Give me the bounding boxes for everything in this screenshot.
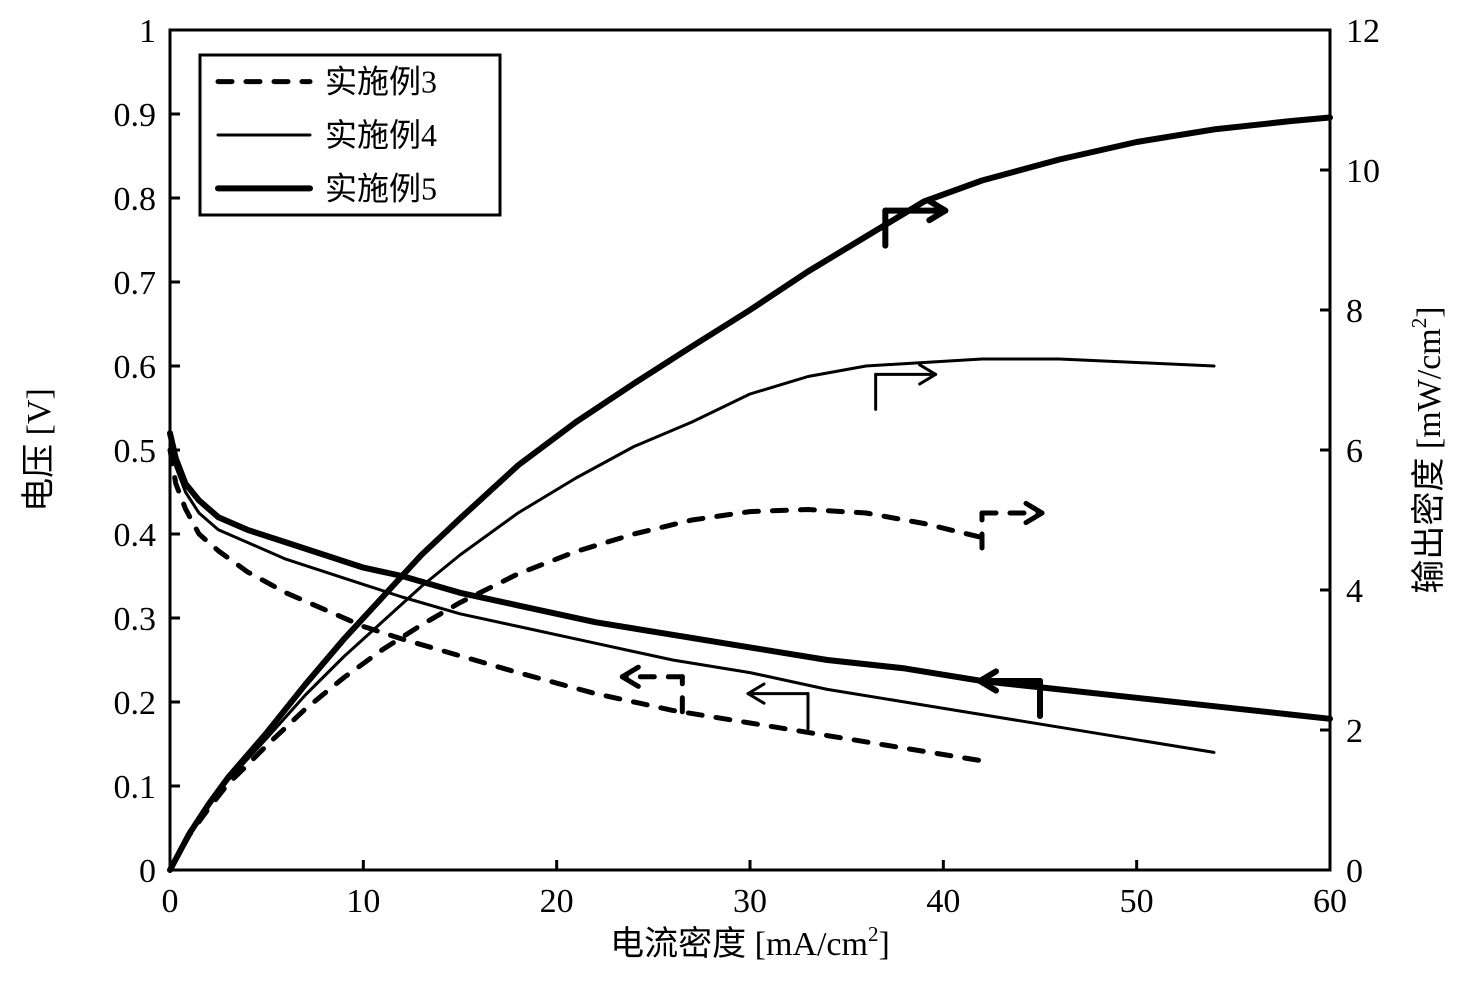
y-right-tick-label: 2 (1346, 713, 1363, 750)
y-right-tick-label: 0 (1346, 853, 1363, 890)
legend-label-ex4: 实施例4 (325, 117, 437, 153)
y-right-tick-label: 4 (1346, 573, 1363, 610)
y-left-tick-label: 0 (139, 853, 156, 890)
y-right-tick-label: 12 (1346, 13, 1380, 50)
y-left-axis-label: 电压 [V] (20, 388, 58, 512)
x-tick-label: 0 (162, 883, 179, 920)
x-tick-label: 50 (1120, 883, 1154, 920)
y-left-tick-label: 0.1 (114, 769, 157, 806)
x-tick-label: 20 (540, 883, 574, 920)
x-axis-label: 电流密度 [mA/cm2] (610, 922, 890, 963)
y-left-tick-label: 1 (139, 13, 156, 50)
y-left-tick-label: 0.5 (114, 433, 157, 470)
x-tick-label: 10 (346, 883, 380, 920)
y-right-tick-label: 10 (1346, 153, 1380, 190)
y-left-tick-label: 0.9 (114, 97, 157, 134)
chart-svg: 0102030405060电流密度 [mA/cm2]00.10.20.30.40… (0, 0, 1481, 984)
y-left-tick-label: 0.4 (114, 517, 157, 554)
y-left-tick-label: 0.7 (114, 265, 157, 302)
y-right-tick-label: 6 (1346, 433, 1363, 470)
legend-label-ex3: 实施例3 (325, 64, 437, 100)
chart-container: 0102030405060电流密度 [mA/cm2]00.10.20.30.40… (0, 0, 1481, 984)
y-left-tick-label: 0.3 (114, 601, 157, 638)
y-right-tick-label: 8 (1346, 293, 1363, 330)
legend-label-ex5: 实施例5 (325, 170, 437, 206)
y-left-tick-label: 0.6 (114, 349, 157, 386)
y-left-tick-label: 0.2 (114, 685, 157, 722)
y-right-axis-label: 输出密度 [mW/cm2] (1407, 306, 1448, 593)
x-tick-label: 30 (733, 883, 767, 920)
y-left-tick-label: 0.8 (114, 181, 157, 218)
x-tick-label: 40 (926, 883, 960, 920)
x-tick-label: 60 (1313, 883, 1347, 920)
